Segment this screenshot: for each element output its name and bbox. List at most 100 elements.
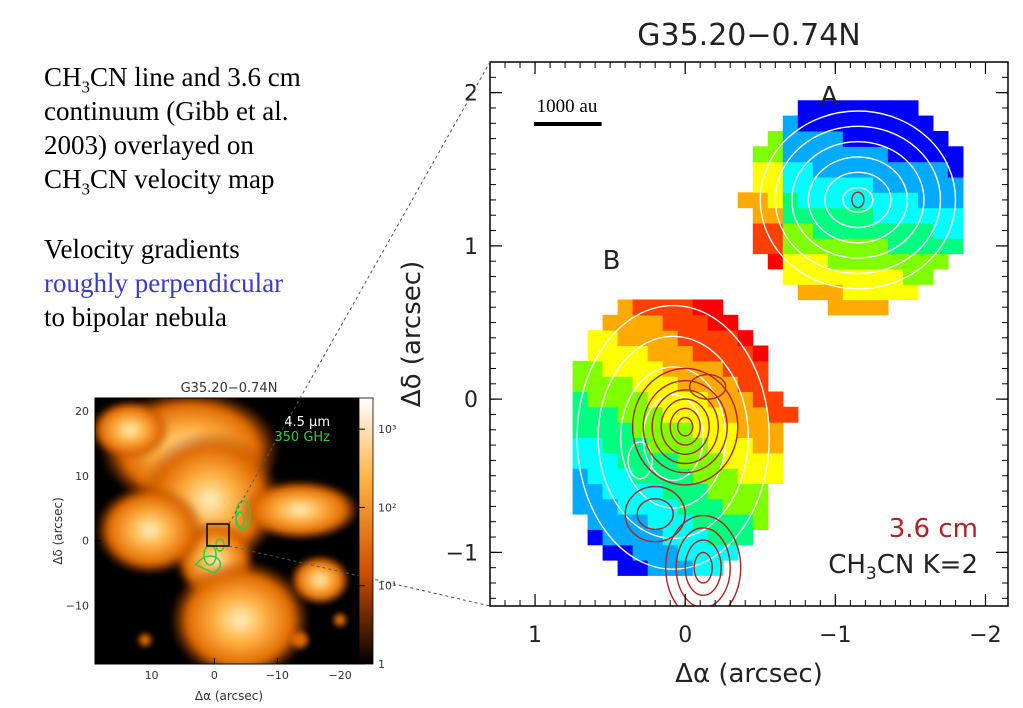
velocity-pixel xyxy=(842,299,859,316)
continuum-contour xyxy=(665,514,742,606)
velocity-pixel xyxy=(857,192,874,209)
velocity-pixel xyxy=(737,376,754,392)
velocity-pixel xyxy=(932,161,949,178)
velocity-pixel xyxy=(617,299,634,316)
velocity-pixel xyxy=(767,207,784,224)
zoom-box xyxy=(206,523,230,547)
velocity-pixel xyxy=(917,146,934,163)
velocity-pixel xyxy=(932,131,949,147)
velocity-pixel xyxy=(602,406,619,423)
continuum-contour xyxy=(642,380,728,474)
velocity-pixel xyxy=(722,314,739,331)
continuum-contour xyxy=(677,416,694,437)
velocity-pixel xyxy=(932,253,949,270)
velocity-pixel xyxy=(827,253,844,270)
velocity-pixel xyxy=(617,391,634,408)
velocity-pixel xyxy=(782,115,799,132)
velocity-pixel xyxy=(617,514,634,530)
velocity-pixel xyxy=(707,299,724,316)
velocity-pixel xyxy=(797,192,814,209)
velocity-pixel xyxy=(782,131,799,147)
plot-frame xyxy=(489,61,1009,607)
y-tick-label: 1 xyxy=(464,235,478,260)
velocity-pixel xyxy=(767,176,784,193)
velocity-pixel xyxy=(902,131,919,147)
velocity-pixel xyxy=(722,345,739,362)
velocity-pixel xyxy=(872,238,889,255)
continuum-contour xyxy=(693,551,713,584)
colorbar-tick-label: 10² xyxy=(378,501,396,514)
velocity-pixel xyxy=(902,207,919,224)
velocity-pixel xyxy=(827,268,844,285)
colorbar-tick-label: 1 xyxy=(378,658,385,671)
continuum-contour xyxy=(631,367,739,486)
ch3cn-contour xyxy=(824,171,892,229)
velocity-pixel xyxy=(857,176,874,193)
velocity-pixel xyxy=(827,284,844,301)
ch3cn-contour xyxy=(627,441,653,480)
velocity-pixel xyxy=(782,146,799,163)
velocity-pixel xyxy=(947,207,964,224)
velocity-pixel xyxy=(812,253,829,270)
velocity-pixel xyxy=(872,253,889,270)
ch3cn-contour xyxy=(759,110,957,290)
velocity-pixel xyxy=(737,330,754,347)
velocity-pixel xyxy=(692,498,709,515)
velocity-pixel xyxy=(587,514,604,530)
caption-paragraph-2: Velocity gradients roughly perpendicular… xyxy=(44,232,364,334)
velocity-pixel xyxy=(812,176,829,193)
velocity-pixel xyxy=(782,222,799,239)
velocity-pixel xyxy=(767,253,784,270)
velocity-pixel xyxy=(692,314,709,331)
velocity-pixel xyxy=(662,299,679,316)
velocity-pixel xyxy=(617,376,634,392)
velocity-pixel xyxy=(662,314,679,331)
core-label-b: B xyxy=(603,246,621,276)
velocity-pixel xyxy=(797,284,814,301)
velocity-pixel xyxy=(872,192,889,209)
velocity-pixel xyxy=(872,161,889,178)
velocity-pixel xyxy=(827,192,844,209)
velocity-pixel xyxy=(587,376,604,392)
velocity-pixel xyxy=(587,422,604,438)
velocity-pixel xyxy=(752,422,769,438)
velocity-pixel xyxy=(632,314,649,331)
velocity-pixel xyxy=(767,437,784,454)
velocity-pixel xyxy=(872,176,889,193)
velocity-pixel xyxy=(887,207,904,224)
velocity-pixel xyxy=(587,391,604,408)
velocity-pixel xyxy=(587,498,604,515)
velocity-pixel xyxy=(917,253,934,270)
inset-y-tick-label: 20 xyxy=(75,405,89,418)
inset-axis-ticks: 10 0 −10 −20 −10 0 10 20 10³ 10² 10¹ 1 xyxy=(66,405,397,682)
continuum-contour xyxy=(660,398,710,456)
velocity-pixel xyxy=(647,330,664,347)
inset-y-axis-label: Δδ (arcsec) xyxy=(51,497,65,565)
velocity-pixel xyxy=(602,468,619,484)
velocity-pixel xyxy=(887,284,904,301)
colorbar-tick-label: 10¹ xyxy=(378,580,396,593)
velocity-pixel xyxy=(887,131,904,147)
velocity-pixel xyxy=(692,345,709,362)
velocity-pixel xyxy=(827,161,844,178)
velocity-pixel xyxy=(647,314,664,331)
velocity-pixel xyxy=(617,468,634,484)
velocity-pixel xyxy=(827,207,844,224)
colorbar-tick-label: 10³ xyxy=(378,423,396,436)
velocity-pixel xyxy=(647,345,664,362)
y-axis-label: Δδ (arcsec) xyxy=(397,261,427,407)
velocity-pixel xyxy=(902,146,919,163)
velocity-pixel xyxy=(602,437,619,454)
velocity-pixel xyxy=(737,483,754,500)
velocity-pixel xyxy=(737,422,754,438)
velocity-pixel xyxy=(767,222,784,239)
velocity-pixel xyxy=(692,514,709,530)
velocity-pixel xyxy=(602,544,619,561)
continuum-contour xyxy=(851,191,865,209)
continuum-contour xyxy=(675,527,731,606)
velocity-pixel xyxy=(737,360,754,377)
inset-x-tick-label: 10 xyxy=(145,669,159,682)
velocity-pixel xyxy=(662,330,679,347)
velocity-pixel xyxy=(797,146,814,163)
velocity-pixel xyxy=(737,498,754,515)
